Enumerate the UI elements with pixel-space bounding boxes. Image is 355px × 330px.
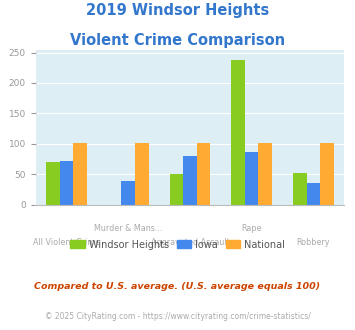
Text: © 2025 CityRating.com - https://www.cityrating.com/crime-statistics/: © 2025 CityRating.com - https://www.city… (45, 312, 310, 321)
Bar (183, 156, 197, 205)
Bar (320, 143, 334, 205)
Text: 2019 Windsor Heights: 2019 Windsor Heights (86, 3, 269, 18)
Text: Murder & Mans...: Murder & Mans... (94, 224, 162, 233)
Bar (231, 60, 245, 205)
Bar (121, 182, 135, 205)
Text: Violent Crime Comparison: Violent Crime Comparison (70, 33, 285, 48)
Bar (245, 152, 258, 205)
Bar (307, 183, 320, 205)
Bar (258, 143, 272, 205)
Bar (293, 173, 307, 205)
Text: Compared to U.S. average. (U.S. average equals 100): Compared to U.S. average. (U.S. average … (34, 282, 321, 291)
Legend: Windsor Heights, Iowa, National: Windsor Heights, Iowa, National (66, 236, 289, 254)
Bar (60, 161, 73, 205)
Bar (197, 143, 210, 205)
Bar (135, 143, 148, 205)
Bar (46, 162, 60, 205)
Bar (170, 174, 183, 205)
Text: All Violent Crime: All Violent Crime (33, 238, 100, 247)
Bar (73, 143, 87, 205)
Text: Aggravated Assault: Aggravated Assault (151, 238, 229, 247)
Text: Rape: Rape (241, 224, 262, 233)
Text: Robbery: Robbery (297, 238, 330, 247)
